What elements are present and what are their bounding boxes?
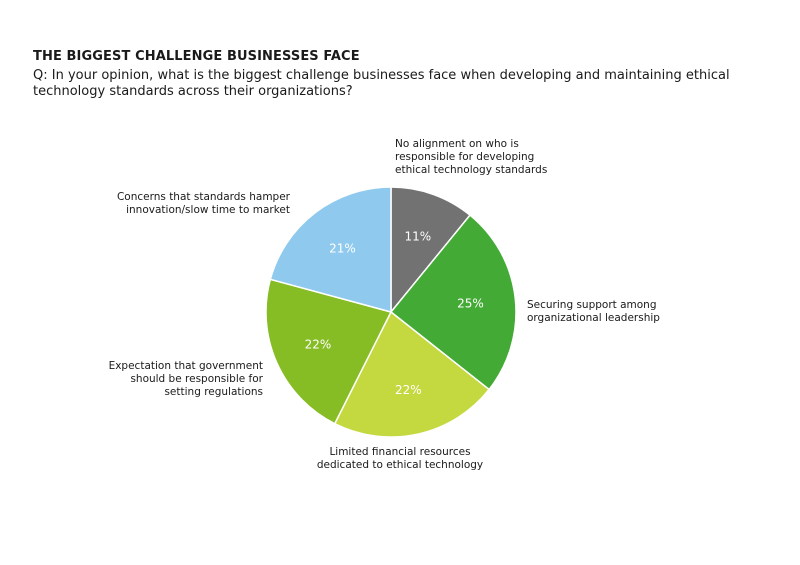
- chart-subtitle: Q: In your opinion, what is the biggest …: [33, 68, 730, 99]
- slice-value-label: 22%: [305, 338, 332, 352]
- slice-category-label: Concerns that standards hamper innovation…: [117, 191, 291, 216]
- slice-value-label: 21%: [329, 242, 356, 256]
- category-label-line: innovation/slow time to market: [126, 204, 290, 216]
- pie-value-labels: 11% 25% 22% 22% 21%: [305, 230, 484, 398]
- category-label-line: setting regulations: [164, 386, 263, 398]
- category-label-line: Securing support among: [527, 299, 657, 311]
- category-label-line: dedicated to ethical technology: [317, 459, 483, 471]
- pie-slice: [265, 278, 393, 425]
- category-label-line: No alignment on who is: [395, 138, 519, 150]
- category-label-line: organizational leadership: [527, 312, 660, 324]
- slice-value-label: 22%: [395, 383, 422, 397]
- category-label-line: ethical technology standards: [395, 164, 547, 176]
- slice-value-label: 11%: [404, 230, 431, 244]
- slice-category-label: Securing support among organizational lea…: [527, 299, 660, 324]
- slice-category-label: Expectation that government should be res…: [109, 360, 264, 398]
- slice-category-label: No alignment on who is responsible for de…: [395, 138, 547, 176]
- pie-slice: [390, 186, 472, 315]
- chart-title: THE BIGGEST CHALLENGE BUSINESSES FACE: [33, 49, 360, 64]
- pie-slice: [333, 310, 491, 438]
- slice-category-label: Limited financial resources dedicated to …: [317, 446, 483, 471]
- slice-value-label: 25%: [457, 296, 484, 310]
- pie-category-labels: No alignment on who is responsible for de…: [109, 138, 661, 471]
- category-label-line: Expectation that government: [109, 360, 263, 372]
- category-label-line: Concerns that standards hamper: [117, 191, 291, 203]
- category-label-line: should be responsible for: [130, 373, 263, 385]
- pie-slices: [265, 186, 517, 438]
- category-label-line: responsible for developing: [395, 151, 534, 163]
- category-label-line: Limited financial resources: [329, 446, 470, 458]
- pie-slice: [269, 186, 392, 313]
- pie-slice: [389, 214, 517, 391]
